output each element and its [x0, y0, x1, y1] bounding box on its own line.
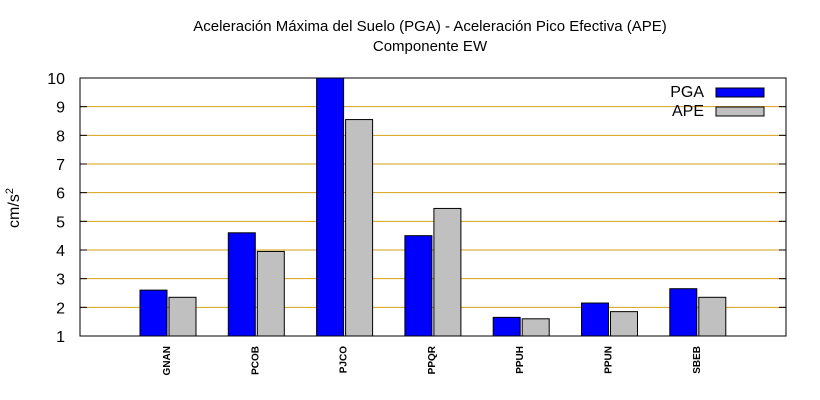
chart-title: Aceleración Máxima del Suelo (PGA) - Ace…: [193, 18, 667, 35]
bar-ape-ppqr: [433, 207, 462, 337]
bar-pga-sbeb: [669, 288, 698, 337]
y-axis-label: cm/s2: [4, 188, 23, 228]
y-tick-label: 10: [47, 71, 65, 88]
bar-pga-pjco: [316, 77, 345, 337]
chart-subtitle: Componente EW: [373, 38, 488, 55]
bar-ape-gnan: [168, 296, 197, 337]
bar-ape-ppuh: [521, 318, 550, 337]
grid-lines: [80, 106, 786, 308]
x-axis-categories: GNAN PCOB PJCO PPQR PPUH PPUN SBEB: [162, 345, 703, 375]
legend-swatch: [715, 106, 765, 117]
y-tick-label: 3: [56, 272, 65, 289]
legend: PGA APE: [670, 84, 765, 120]
bar-ape-ppun: [610, 311, 638, 337]
y-tick-label: 6: [56, 186, 65, 203]
y-tick-label: 1: [56, 329, 65, 346]
bars: [139, 77, 727, 337]
bar-ape-pcob: [256, 250, 285, 337]
bar-pga-gnan: [139, 289, 168, 337]
x-tick-label: SBEB: [692, 346, 703, 374]
legend-label: APE: [672, 103, 704, 120]
y-tick-label: 2: [56, 300, 65, 317]
y-tick-label: 4: [56, 243, 65, 260]
x-tick-label: GNAN: [162, 346, 173, 375]
plot-frame: [79, 77, 787, 337]
legend-swatch: [715, 87, 765, 98]
y-tick-label: 8: [56, 128, 65, 145]
legend-label: PGA: [670, 84, 704, 101]
x-tick-label: PPUN: [604, 346, 615, 374]
x-tick-label: PPUH: [515, 346, 526, 374]
x-tick-label: PJCO: [339, 346, 350, 373]
bar-pga-ppun: [581, 302, 609, 337]
bar-ape-sbeb: [698, 296, 727, 337]
bar-pga-ppqr: [404, 235, 433, 337]
x-tick-label: PCOB: [250, 346, 261, 375]
bar-pga-pcob: [227, 232, 256, 337]
bar-ape-pjco: [345, 119, 374, 337]
y-tick-label: 9: [56, 100, 65, 117]
y-tick-label: 5: [56, 214, 65, 231]
y-axis-ticks: 1 2 3 4 5 6 7 8 9 10: [47, 71, 786, 346]
y-tick-label: 7: [56, 157, 65, 174]
bar-pga-ppuh: [492, 316, 521, 337]
x-tick-label: PPQR: [427, 345, 438, 374]
